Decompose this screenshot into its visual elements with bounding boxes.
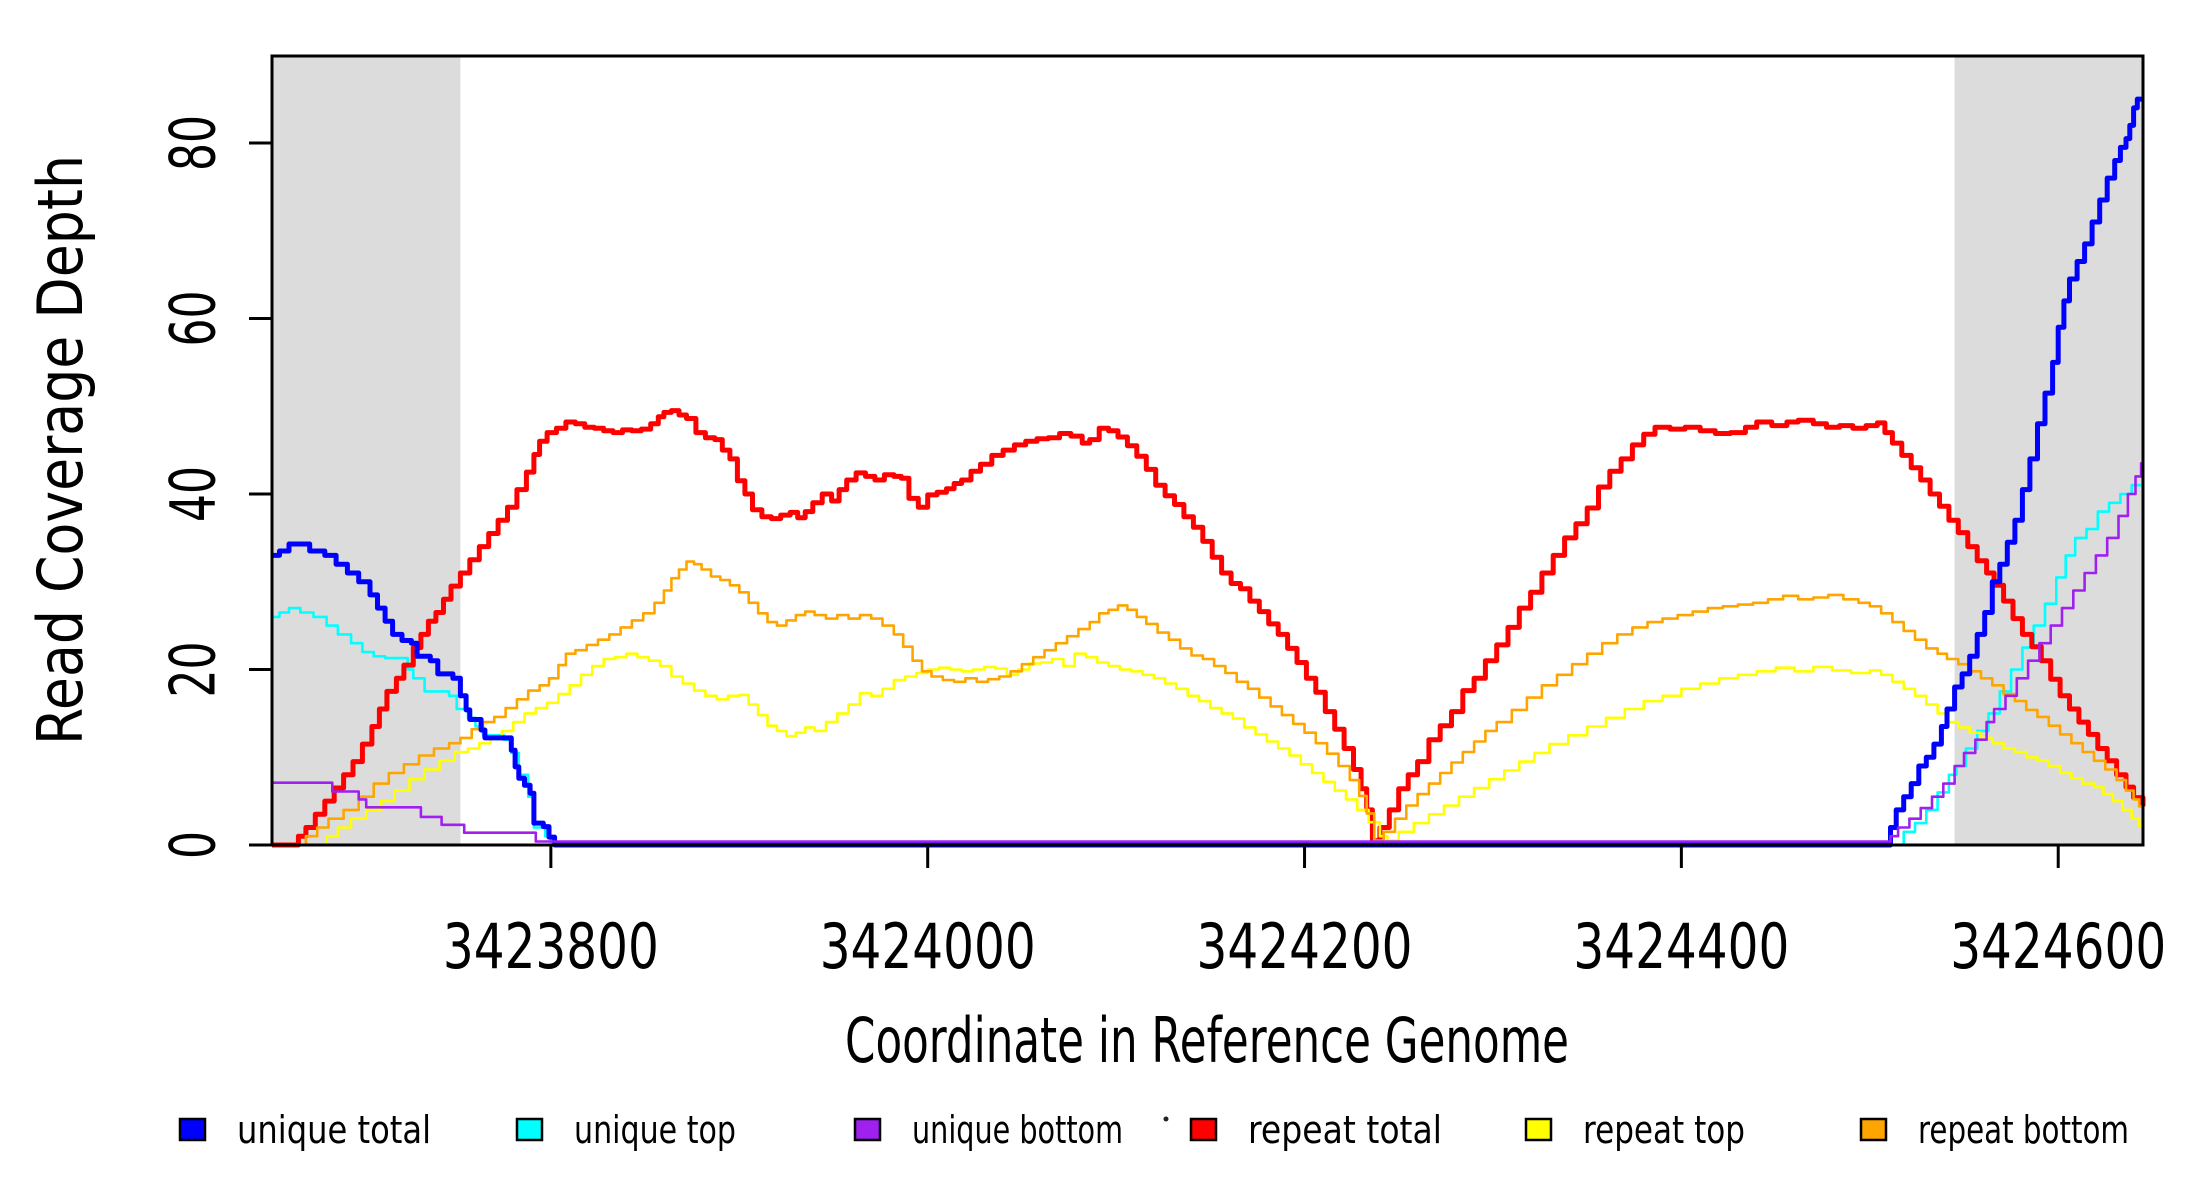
chart-legend: unique total unique top unique bottom repea…	[178, 1108, 2129, 1152]
legend-label: repeat bottom	[1918, 1108, 2129, 1152]
legend-swatch-unique-total	[178, 1117, 207, 1142]
series-unique-total	[272, 96, 2143, 848]
legend-item-repeat-bottom: repeat bottom	[1859, 1108, 2129, 1152]
series-repeat-bottom	[272, 560, 2145, 847]
legend-label: repeat total	[1248, 1108, 1442, 1152]
y-tick-label: 80	[157, 115, 230, 171]
legend-swatch-unique-bottom	[853, 1117, 882, 1142]
legend-label: unique top	[574, 1108, 736, 1152]
y-tick-label: 60	[157, 291, 230, 347]
x-tick-label: 3424200	[1197, 910, 1413, 983]
x-tick-label: 3424600	[1950, 910, 2166, 983]
series-repeat-top	[272, 652, 2145, 847]
plot-border	[270, 54, 2145, 847]
y-tick-label: 0	[157, 831, 230, 859]
legend-swatch-repeat-total	[1189, 1117, 1218, 1142]
x-axis-title: Coordinate in Reference Genome	[845, 1004, 1569, 1077]
legend-label: unique bottom	[912, 1108, 1123, 1152]
shaded-region	[1954, 56, 2143, 845]
legend-swatch-unique-top	[515, 1117, 544, 1142]
legend-item-unique-total: unique total	[178, 1108, 431, 1152]
shaded-region	[272, 56, 461, 845]
series-repeat-total	[272, 408, 2146, 848]
series-lines	[272, 96, 2146, 848]
stray-dot-mark	[1163, 1116, 1169, 1122]
legend-item-unique-bottom: unique bottom	[853, 1108, 1123, 1152]
legend-item-repeat-total: repeat total	[1189, 1108, 1442, 1152]
legend-label: unique total	[237, 1108, 431, 1152]
legend-swatch-repeat-top	[1524, 1117, 1553, 1142]
y-tick-label: 20	[157, 642, 230, 698]
axis-tick-labels: 3423800 3424000 3424200 3424400 3424600 0 20 40…	[157, 115, 2167, 983]
legend-item-repeat-top: repeat top	[1524, 1108, 1745, 1152]
legend-label: repeat top	[1583, 1108, 1745, 1152]
x-tick-label: 3424000	[820, 910, 1036, 983]
series-unique-top	[272, 483, 2143, 847]
shaded-regions	[272, 56, 2143, 845]
legend-item-unique-top: unique top	[515, 1108, 736, 1152]
axis-ticks	[249, 141, 2060, 868]
y-tick-label: 40	[157, 466, 230, 522]
x-tick-label: 3424400	[1573, 910, 1789, 983]
series-unique-bottom	[272, 458, 2145, 843]
x-tick-label: 3423800	[443, 910, 659, 983]
legend-swatch-repeat-bottom	[1859, 1117, 1888, 1142]
y-axis-title: Read Coverage Depth	[24, 155, 97, 745]
